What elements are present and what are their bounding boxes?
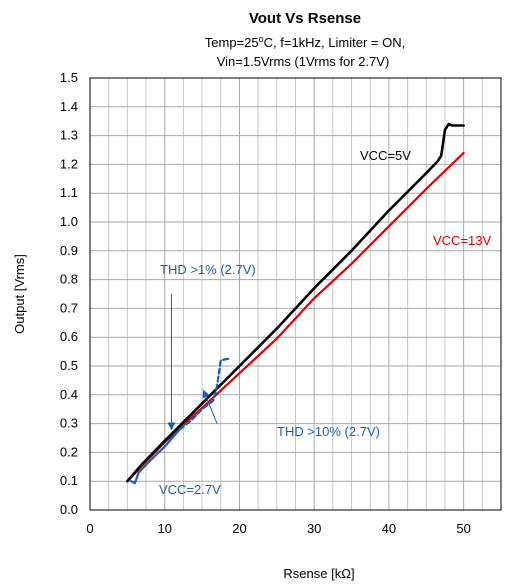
y-axis-label: Output [Vrms] [12,254,27,334]
label-vcc-13v: VCC=13V [433,233,491,248]
y-tick-label: 0.7 [60,300,78,315]
series-line-vcc-2-7v [130,428,181,485]
y-tick-label: 1.4 [60,99,78,114]
y-tick-label: 0.8 [60,272,78,287]
y-tick-label: 0.4 [60,387,78,402]
y-tick-label: 0.3 [60,416,78,431]
x-tick-label: 10 [157,521,171,536]
y-tick-label: 0.5 [60,358,78,373]
x-tick-label: 30 [307,521,321,536]
arrow-thd-10-2-7v [202,389,218,424]
series-layer [126,122,465,485]
y-tick-label: 0.0 [60,502,78,517]
y-tick-label: 0.9 [60,243,78,258]
y-tick-label: 0.2 [60,444,78,459]
x-tick-label: 0 [86,521,93,536]
label-thd-1pct: THD >1% (2.7V) [160,262,256,277]
chart-title: Vout Vs Rsense [249,10,361,27]
x-tick-label: 50 [456,521,470,536]
label-thd-10pct: THD >10% (2.7V) [277,424,380,439]
grid [89,77,502,511]
y-tick-label: 0.1 [60,473,78,488]
annotation-arrows [167,294,218,431]
series-line-thd-10-2-7v [178,357,230,431]
label-vcc-2-7v: VCC=2.7V [159,482,221,497]
subtitle-line1-pre: Temp=25 [205,35,259,50]
y-tick-label: 1.3 [60,128,78,143]
series-line-vcc-5v [126,122,465,483]
y-tick-label: 1.2 [60,156,78,171]
tick-labels: 0 10 20 30 40 50 0.0 0.1 0.2 0.3 0.4 0.5 0.6 0.7 0.8 0.… [60,70,471,536]
x-axis-label: Rsense [kΩ] [283,566,354,581]
label-vcc-5v: VCC=5V [360,148,411,163]
y-tick-label: 1.1 [60,185,78,200]
subtitle-line1-post: C, f=1kHz, Limiter = ON, [264,35,406,50]
x-tick-label: 20 [232,521,246,536]
chart-subtitle-line1: Temp=25oC, f=1kHz, Limiter = ON, [205,34,405,50]
y-tick-label: 0.6 [60,329,78,344]
y-tick-label: 1.5 [60,70,78,85]
chart-subtitle-line2: Vin=1.5Vrms (1Vrms for 2.7V) [217,54,390,69]
x-tick-label: 40 [382,521,396,536]
plot-area-frame [89,77,502,511]
subtitle-line1-degree: o [259,34,264,44]
y-tick-label: 1.0 [60,214,78,229]
